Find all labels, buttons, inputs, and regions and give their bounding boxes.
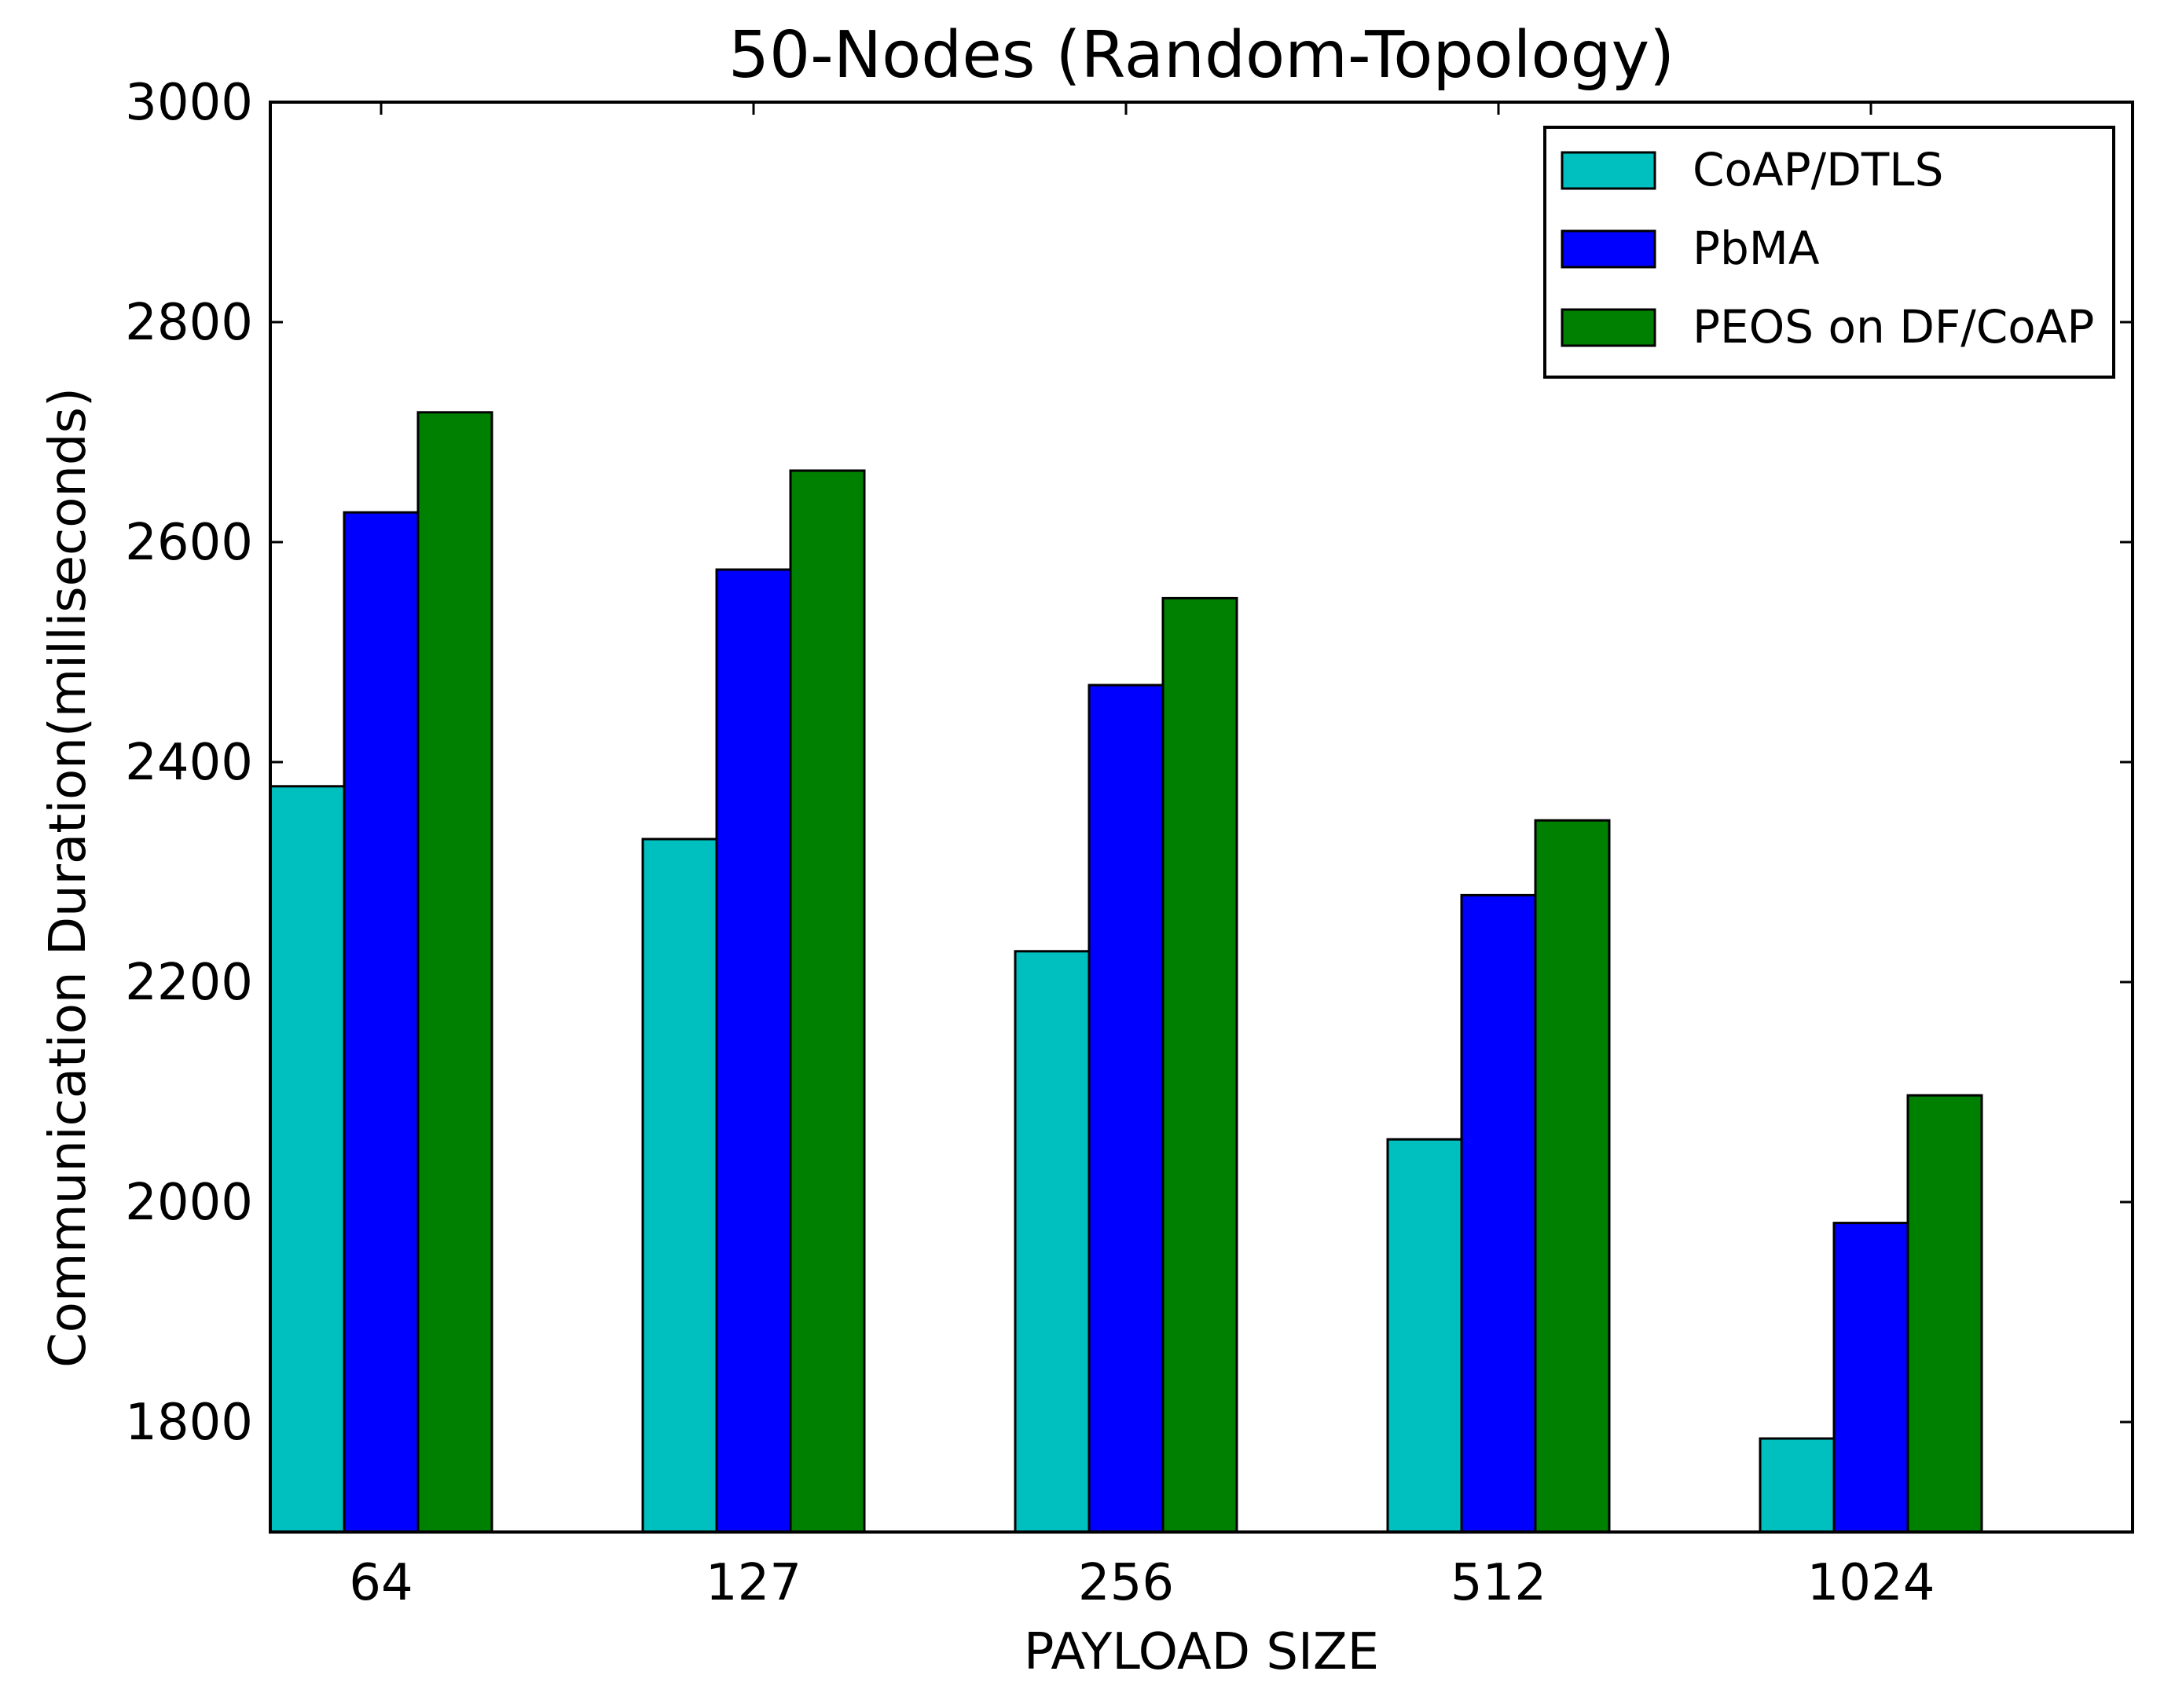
- y-axis-label: Communication Duration(milliseconds): [39, 387, 97, 1368]
- bars-group: [269, 411, 1983, 1534]
- bar-coap-dtls-64: [269, 785, 346, 1534]
- legend-swatch: [1561, 229, 1656, 269]
- y-tick-label: 2000: [125, 1174, 253, 1232]
- legend-label: PEOS on DF/CoAP: [1693, 300, 2094, 354]
- y-tick-label: 3000: [125, 74, 253, 132]
- y-tick-label: 2200: [125, 954, 253, 1012]
- y-tick-label: 2600: [125, 514, 253, 572]
- y-tick-label: 2400: [125, 734, 253, 792]
- bar-peos-on-df-coap-512: [1534, 819, 1611, 1534]
- bar-pbma-127: [715, 568, 792, 1534]
- x-tick-label: 1024: [1807, 1554, 1935, 1612]
- bar-coap-dtls-256: [1014, 950, 1091, 1534]
- bar-peos-on-df-coap-256: [1161, 596, 1238, 1534]
- legend-swatch: [1561, 308, 1656, 347]
- legend-label: CoAP/DTLS: [1693, 143, 1943, 196]
- x-tick-label: 64: [349, 1554, 413, 1612]
- bar-pbma-1024: [1832, 1222, 1909, 1534]
- bar-peos-on-df-coap-1024: [1906, 1094, 1983, 1534]
- x-tick-label: 127: [706, 1554, 801, 1612]
- bar-coap-dtls-512: [1386, 1138, 1463, 1534]
- bar-coap-dtls-1024: [1759, 1437, 1836, 1534]
- bar-pbma-64: [343, 511, 420, 1534]
- legend-swatch: [1561, 151, 1656, 190]
- bar-peos-on-df-coap-127: [789, 469, 866, 1534]
- y-tick-label: 1800: [125, 1394, 253, 1452]
- bar-peos-on-df-coap-64: [416, 411, 493, 1534]
- chart-title: 50-Nodes (Random-Topology): [728, 18, 1674, 93]
- legend-label: PbMA: [1693, 222, 1820, 275]
- legend: CoAP/DTLS PbMA PEOS on DF/CoAP: [1543, 126, 2115, 379]
- x-tick-label: 512: [1451, 1554, 1546, 1612]
- plot-frame: [269, 101, 2134, 1534]
- y-tick-label: 2800: [125, 294, 253, 352]
- bar-coap-dtls-127: [641, 838, 718, 1534]
- tick-labels: 1800 2000 2200 2400 2600 2800 3000 64 127 256 512 1…: [125, 74, 1935, 1612]
- bar-pbma-512: [1460, 893, 1537, 1534]
- x-axis-label: PAYLOAD SIZE: [1024, 1623, 1379, 1681]
- x-tick-label: 256: [1078, 1554, 1174, 1612]
- bar-pbma-256: [1088, 684, 1165, 1534]
